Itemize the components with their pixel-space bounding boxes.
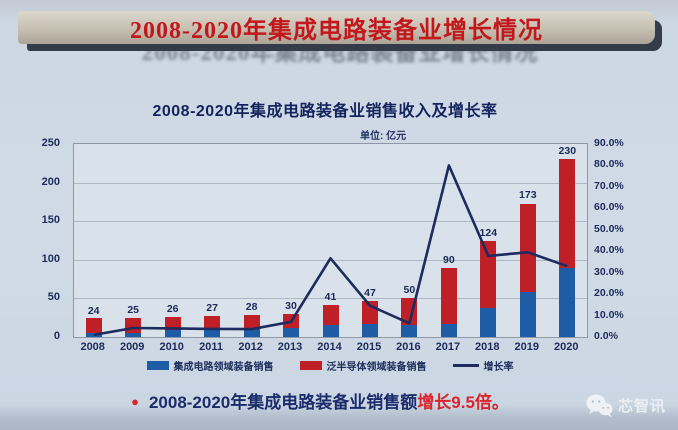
bar-value-label-2008: 24: [87, 304, 100, 317]
footer-highlight-text: 增长9.5倍。: [417, 393, 509, 412]
bar-value-label-2020: 230: [558, 145, 577, 158]
x-label-2011: 2011: [199, 341, 224, 353]
left-tick-200: 200: [41, 175, 60, 188]
x-label-2008: 2008: [80, 341, 105, 353]
bar-2020-ic-segment: [559, 268, 576, 337]
bar-2017-pan-semi-segment: [440, 267, 457, 324]
bar-value-label-2010: 26: [166, 302, 179, 315]
watermark: 芯智讯: [586, 394, 666, 417]
bar-2008-pan-semi-segment: [85, 318, 102, 334]
bar-value-label-2019: 173: [519, 189, 537, 202]
chart-title: 2008-2020年集成电路装备业销售收入及增长率: [152, 103, 498, 120]
bar-2013-ic-segment: [283, 327, 299, 337]
bar-2010-ic-segment: [164, 330, 181, 337]
right-tick-70.0: 70.0%: [594, 179, 624, 192]
legend-swatch-bar: [146, 361, 169, 370]
right-tick-0.0: 0.0%: [594, 330, 618, 342]
bar-value-label-2016: 50: [403, 284, 416, 297]
footer-main-text: 2008-2020年集成电路装备业销售额: [148, 393, 418, 412]
bullet-icon: ●: [131, 394, 139, 409]
x-label-2019: 2019: [514, 341, 540, 353]
x-label-2010: 2010: [159, 341, 184, 353]
right-tick-60.0: 60.0%: [594, 201, 624, 214]
watermark-label: 芯智讯: [617, 398, 666, 415]
bar-2019-pan-semi-segment: [519, 203, 536, 292]
bar-value-label-2011: 27: [206, 302, 218, 315]
right-tick-30.0: 30.0%: [594, 265, 624, 278]
bar-value-label-2015: 47: [364, 286, 376, 299]
x-label-2016: 2016: [396, 341, 421, 353]
bar-2008-ic-segment: [85, 333, 102, 337]
legend-item-集成电路领域装备销售: 集成电路领域装备销售: [146, 358, 274, 373]
y-axis-left: 250 200 150 100 50 0: [0, 137, 66, 342]
right-tick-50.0: 50.0%: [594, 222, 624, 235]
x-label-2012: 2012: [238, 341, 263, 353]
bar-value-label-2014: 41: [324, 291, 337, 304]
right-tick-40.0: 40.0%: [594, 244, 624, 257]
x-axis-labels: 2008 2009 2010 2011 2012 2013 2014 2015 2016 2017…: [73, 341, 586, 355]
left-tick-50: 50: [47, 291, 60, 304]
gridline-200: [74, 182, 587, 184]
bar-2016-ic-segment: [401, 325, 418, 337]
x-label-2013: 2013: [277, 341, 303, 353]
right-tick-80.0: 80.0%: [594, 158, 624, 171]
x-label-2015: 2015: [356, 341, 382, 353]
left-tick-100: 100: [41, 252, 60, 265]
growth-rate-line: [93, 164, 568, 337]
chart-legend: 集成电路领域装备销售 泛半导体领域装备销售 增长率: [0, 358, 660, 373]
x-label-2009: 2009: [119, 341, 145, 353]
bar-2009-ic-segment: [125, 333, 142, 337]
bar-value-label-2009: 25: [127, 303, 140, 316]
bar-2015-ic-segment: [362, 323, 378, 337]
bar-value-label-2013: 30: [285, 299, 297, 312]
bar-2018-ic-segment: [480, 307, 497, 337]
legend-label: 泛半导体领域装备销售: [326, 362, 427, 373]
bar-2012-ic-segment: [243, 329, 260, 337]
gridline-150: [74, 221, 587, 223]
legend-item-泛半导体领域装备销售: 泛半导体领域装备销售: [299, 358, 427, 373]
legend-item-growth-rate: 增长率: [452, 358, 514, 373]
bar-2011-pan-semi-segment: [204, 316, 221, 331]
left-tick-150: 150: [41, 214, 60, 227]
legend-label: 集成电路领域装备销售: [173, 362, 274, 373]
title-banner: 2008-2020年集成电路装备业增长情况: [18, 11, 655, 44]
y-axis-right: 90.0% 80.0% 70.0% 60.0% 50.0% 40.0% 30.0% 20.0%…: [594, 137, 656, 342]
right-tick-20.0: 20.0%: [594, 287, 624, 300]
slide-title: 2008-2020年集成电路装备业增长情况: [130, 18, 543, 44]
bar-2017-ic-segment: [440, 323, 457, 337]
x-label-2017: 2017: [435, 341, 461, 353]
legend-swatch-bar: [299, 361, 322, 370]
bar-2020-pan-semi-segment: [559, 159, 576, 269]
x-label-2014: 2014: [317, 341, 342, 353]
right-tick-10.0: 10.0%: [594, 308, 624, 321]
plot-area: 24 25 26 27 28 30 41 47 50 90 124 173 230: [73, 143, 588, 338]
left-tick-250: 250: [41, 137, 60, 149]
bar-value-label-2018: 124: [479, 227, 498, 240]
bar-2010-pan-semi-segment: [164, 317, 181, 331]
unit-label: 单位: 亿元: [360, 131, 407, 142]
bar-2011-ic-segment: [204, 330, 221, 337]
banner-ghost-text: 2008-2020年集成电路装备业增长情况: [141, 40, 539, 65]
legend-label: 增长率: [483, 362, 514, 373]
footer-bullet-line: ● 2008-2020年集成电路装备业销售额增长9.5倍。: [0, 388, 640, 413]
x-label-2020: 2020: [554, 341, 579, 353]
left-tick-0: 0: [53, 330, 60, 342]
wechat-icon: [586, 394, 613, 417]
bar-2014-ic-segment: [322, 325, 339, 337]
bar-2014-pan-semi-segment: [322, 305, 339, 326]
gridline-50: [74, 298, 587, 300]
bar-value-label-2012: 28: [245, 301, 258, 314]
right-tick-90.0: 90.0%: [594, 137, 624, 149]
bar-2019-ic-segment: [519, 291, 536, 337]
bar-2018-pan-semi-segment: [480, 241, 497, 308]
x-label-2018: 2018: [475, 341, 500, 353]
bar-value-label-2017: 90: [443, 253, 455, 266]
bar-2012-pan-semi-segment: [243, 315, 260, 330]
legend-swatch-line: [452, 364, 479, 367]
